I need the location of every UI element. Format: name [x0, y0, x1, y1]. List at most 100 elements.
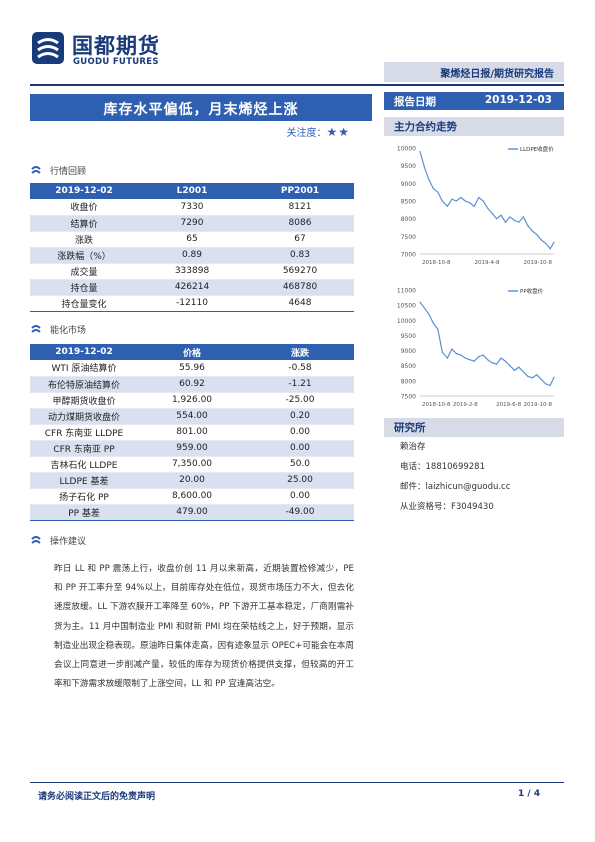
data-point — [441, 351, 443, 353]
cell-value: 569270 — [246, 263, 354, 280]
cell-value: 4648 — [246, 295, 354, 312]
series-line — [419, 301, 555, 387]
title-banner: 库存水平偏低，月末烯烃上涨 — [30, 94, 372, 121]
data-point — [509, 216, 511, 218]
x-tick-label: 2019-10-8 — [524, 402, 553, 408]
data-point — [460, 354, 462, 356]
row-label: 扬子石化 PP — [30, 488, 138, 505]
cell-value: 7330 — [138, 199, 246, 216]
advice-title: 操作建议 — [50, 537, 87, 547]
data-point — [423, 166, 426, 168]
table-row: 扬子石化 PP 8,600.00 0.00 — [30, 488, 354, 505]
table-header-cell: 2019-12-02 — [30, 344, 138, 360]
data-point — [549, 248, 551, 250]
report-date-label: 报告日期 — [394, 96, 436, 108]
table-row: 甲醇期货收盘价 1,926.00 -25.00 — [30, 392, 354, 409]
data-point — [451, 198, 453, 200]
cell-value: 468780 — [246, 279, 354, 296]
data-point — [504, 360, 507, 362]
cell-value: 8121 — [246, 199, 354, 216]
legend: PP收盘价 — [508, 287, 544, 295]
y-tick-label: 10500 — [397, 303, 416, 310]
data-point — [549, 384, 551, 386]
row-label: CFR 东南亚 LLDPE — [30, 424, 138, 441]
cell-value: 959.00 — [138, 440, 246, 457]
data-point — [513, 219, 515, 221]
company-logo: 国都期货 GUODU FUTURES — [30, 28, 190, 72]
data-point — [513, 369, 515, 371]
data-point — [464, 200, 466, 202]
table-header-cell: 2019-12-02 — [30, 183, 138, 199]
cell-value: -12110 — [138, 295, 246, 312]
cell-value: -1.21 — [246, 376, 354, 393]
data-point — [540, 239, 542, 241]
data-point — [469, 202, 471, 204]
section-bullet-icon — [31, 325, 41, 333]
advice-paragraph: 昨日 LL 和 PP 震荡上行，收盘价创 11 月以来新高，近期装置检修减少，P… — [54, 564, 354, 690]
cell-value: 55.96 — [138, 360, 246, 377]
y-tick-label: 10000 — [397, 146, 416, 153]
cell-value: 8,600.00 — [138, 488, 246, 505]
page-number: 1 / 4 — [518, 789, 541, 799]
data-point — [522, 371, 524, 373]
data-point — [531, 377, 533, 379]
trend-section-header: 主力合约走势 — [384, 117, 564, 136]
disclaimer-notice[interactable]: 请务必阅读正文后的免责声明 — [38, 792, 156, 802]
lldpe-chart-svg: 7000 7500 8000 8500 9000 9500 10000 2018-10-8 20… — [397, 145, 555, 266]
cell-value: 0.20 — [246, 408, 354, 425]
row-label: 结算价 — [30, 215, 138, 232]
star-rating-icon: ★★ — [326, 125, 350, 139]
table-row: 涨跌 65 67 — [30, 231, 354, 248]
row-label: 涨跌 — [30, 231, 138, 248]
data-point — [432, 188, 434, 190]
data-point — [482, 200, 484, 202]
data-point — [419, 301, 421, 303]
report-date-value: 2019-12-03 — [484, 94, 552, 106]
y-tick-label: 7000 — [401, 252, 416, 259]
market-review-table: 2019-12-02 L2001 PP2001 收盘价 7330 8121 结算价 72… — [30, 183, 354, 312]
logo-chinese-name: 国都期货 — [72, 34, 160, 58]
cell-value: 1,926.00 — [138, 392, 246, 409]
legend-label: PP收盘价 — [520, 287, 544, 295]
row-label: 动力煤期货收盘价 — [30, 408, 138, 425]
data-point — [446, 205, 448, 207]
series-line — [419, 151, 555, 250]
table-row: 成交量 333898 569270 — [30, 263, 354, 280]
data-point — [518, 221, 520, 223]
row-label: 甲醇期货收盘价 — [30, 392, 138, 409]
report-type-banner: 聚烯烃日报/期货研究报告 — [384, 62, 564, 82]
data-point — [509, 365, 511, 367]
data-point — [478, 196, 480, 199]
data-point — [487, 207, 489, 209]
data-point — [432, 322, 434, 324]
y-tick-label: 7500 — [401, 234, 416, 241]
table-row: WTI 原油结算价 55.96 -0.58 — [30, 360, 354, 377]
x-tick-label: 2019-4-8 — [475, 260, 500, 266]
cell-value: 479.00 — [138, 504, 246, 521]
data-point — [487, 359, 489, 361]
table-row: 吉林石化 LLDPE 7,350.00 50.0 — [30, 456, 354, 473]
data-point — [527, 225, 529, 227]
x-tick-label: 2018-10-8 — [422, 260, 451, 266]
cell-value: 20.00 — [138, 472, 246, 489]
cell-value: 60.92 — [138, 376, 246, 393]
data-point — [531, 230, 533, 232]
data-point — [464, 357, 466, 359]
data-point — [455, 353, 457, 355]
data-point — [455, 200, 457, 202]
y-tick-label: 9000 — [401, 348, 416, 355]
cell-value: 0.00 — [246, 424, 354, 441]
data-point — [540, 378, 542, 380]
row-label: CFR 东南亚 PP — [30, 440, 138, 457]
table-row: PP 基差 479.00 -49.00 — [30, 504, 354, 521]
analyst-email[interactable]: 邮件：laizhicun@guodu.cc — [400, 482, 511, 492]
data-point — [437, 328, 439, 330]
cell-value: 554.00 — [138, 408, 246, 425]
analyst-phone: 电话：18810699281 — [400, 462, 485, 472]
table-row: 持仓量变化 -12110 4648 — [30, 295, 354, 312]
table-row: 结算价 7290 8086 — [30, 215, 354, 232]
row-label: PP 基差 — [30, 504, 138, 521]
energy-market-title: 能化市场 — [50, 326, 87, 336]
data-point — [500, 357, 502, 359]
data-point — [504, 221, 507, 223]
